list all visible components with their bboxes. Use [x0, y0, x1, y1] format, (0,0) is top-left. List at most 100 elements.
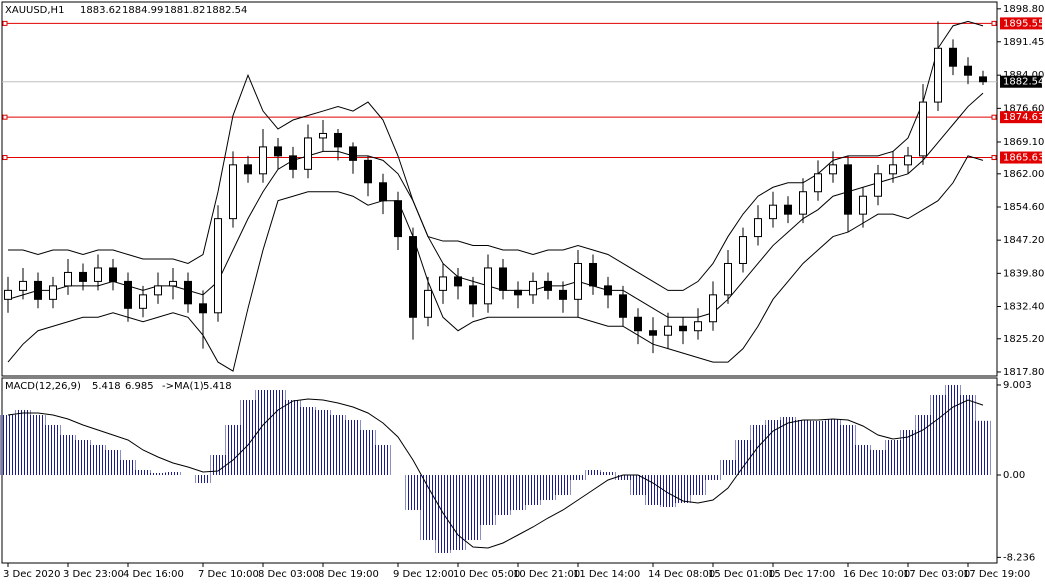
macd-bar — [375, 445, 391, 475]
candle-body — [349, 146, 357, 161]
candle-body — [34, 280, 42, 300]
macd-bar — [960, 395, 976, 475]
macd-bar — [720, 460, 736, 475]
macd-bar — [285, 400, 301, 475]
y-tick-label: 0.00 — [1003, 470, 1025, 481]
x-tick-label: 16 Dec 10:00 — [843, 569, 910, 580]
macd-bar — [660, 475, 676, 507]
level-label-box — [1000, 17, 1042, 30]
macd-bar — [105, 450, 121, 475]
level-handle — [991, 114, 997, 120]
macd-bar — [120, 460, 136, 475]
macd-bar — [315, 410, 331, 475]
candle-body — [679, 325, 687, 332]
candle-body — [409, 236, 417, 318]
macd-bar — [825, 419, 841, 475]
candle-body — [544, 280, 552, 291]
macd-bar — [900, 430, 916, 475]
candle-body — [859, 195, 867, 215]
macd-bar — [795, 420, 811, 475]
candle-body — [214, 218, 222, 314]
candle-body — [559, 289, 567, 300]
macd-bar — [75, 440, 91, 475]
macd-bar — [945, 385, 961, 475]
candle-body — [244, 164, 252, 175]
x-tick-label: 15 Dec 17:00 — [768, 569, 835, 580]
candle-body — [904, 155, 912, 166]
current-price-box — [1000, 75, 1042, 88]
candle-body — [709, 294, 717, 323]
macd-bar — [600, 472, 616, 475]
macd-bar — [975, 420, 991, 475]
candle-body — [259, 146, 267, 175]
macd-bar — [345, 420, 361, 475]
candle-body — [574, 262, 582, 300]
candle-body — [664, 325, 672, 336]
macd-bar — [225, 425, 241, 475]
macd-ma-label: ->MA(1) — [162, 381, 204, 392]
candle-body — [784, 204, 792, 215]
x-tick-label: 10 Dec 05:00 — [453, 569, 520, 580]
macd-bar — [525, 475, 541, 505]
macd-signal-value: 6.985 — [125, 381, 154, 392]
y-tick-label: 1847.20 — [1003, 235, 1044, 246]
level-handle — [2, 155, 8, 161]
macd-bar — [255, 390, 271, 475]
candle-body — [334, 132, 342, 148]
macd-bar — [735, 440, 751, 475]
y-tick-label: 1825.20 — [1003, 334, 1044, 345]
macd-signal-line — [7, 398, 984, 549]
candle-body — [889, 164, 897, 175]
candle-body — [229, 164, 237, 220]
level-handle — [991, 155, 997, 161]
macd-bar — [300, 407, 316, 475]
candle-body — [304, 137, 312, 170]
y-tick-label: 1862.00 — [1003, 169, 1044, 180]
macd-bar — [675, 475, 691, 503]
y-tick-label: 1817.80 — [1003, 367, 1044, 378]
level-label-box — [1000, 111, 1042, 124]
x-tick-label: 3 Dec 2020 — [3, 569, 61, 580]
level-handle — [2, 114, 8, 120]
macd-bar — [630, 475, 646, 495]
x-tick-label: 7 Dec 10:00 — [198, 569, 259, 580]
y-tick-label: 1891.45 — [1003, 37, 1044, 48]
last-close: 1882.54 — [206, 5, 247, 16]
macd-bar — [45, 425, 61, 475]
macd-bar — [645, 475, 661, 505]
level-label: 1865.63 — [1003, 153, 1044, 164]
macd-bar — [915, 415, 931, 475]
y-tick-label: 1884.00 — [1003, 70, 1044, 81]
macd-bar — [690, 475, 706, 495]
macd-bar — [780, 417, 796, 475]
candle-body — [94, 267, 102, 282]
macd-bar — [420, 475, 436, 540]
macd-bar — [585, 470, 601, 475]
candle-body — [289, 155, 297, 170]
candle-body — [874, 173, 882, 197]
x-tick-label: 3 Dec 23:00 — [63, 569, 124, 580]
candle-body — [499, 267, 507, 291]
macd-bar — [135, 470, 151, 475]
macd-bar — [840, 425, 856, 475]
candle-body — [724, 262, 732, 296]
macd-bar — [330, 415, 346, 475]
last-high: 1884.99 — [122, 5, 163, 16]
macd-bar — [360, 430, 376, 475]
candle-body — [319, 132, 327, 139]
macd-bar — [765, 420, 781, 475]
x-tick-label: 17 Dec 03:00 — [903, 569, 970, 580]
macd-bar — [435, 475, 451, 553]
y-tick-label: 1876.60 — [1003, 103, 1044, 114]
header: XAUUSD,H1 1883.62 1884.99 1881.82 1882.5… — [5, 5, 247, 392]
bollinger-band — [7, 155, 984, 372]
macd-bar — [510, 475, 526, 510]
candle-body — [49, 285, 57, 300]
last-open: 1883.62 — [80, 5, 121, 16]
level-handle — [991, 20, 997, 26]
x-tick-label: 17 Dec 19:00 — [963, 569, 1030, 580]
macd-bar — [555, 475, 571, 495]
candle-body — [19, 280, 27, 291]
candle-body — [619, 294, 627, 318]
